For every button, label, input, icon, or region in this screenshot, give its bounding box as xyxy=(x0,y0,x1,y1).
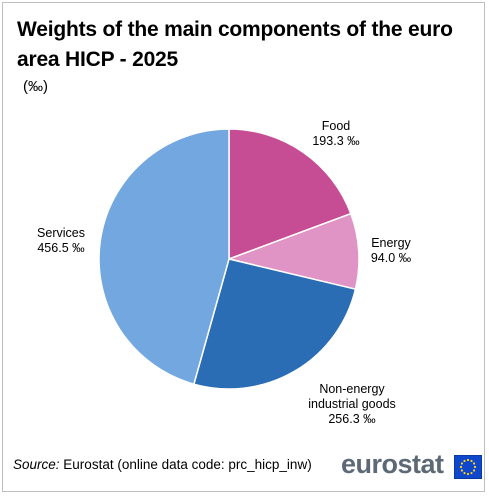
pie-slice-non-energy-industrial-goods[interactable] xyxy=(192,258,357,390)
eu-flag-icon xyxy=(454,455,482,479)
source-label: Source: xyxy=(13,457,60,472)
slice-label: Food 193.3 ‰ xyxy=(312,119,360,148)
pie-chart: Food 193.3 ‰ Energy 94.0 ‰ Non-energy industr… xyxy=(37,119,412,426)
unit-label: (‰) xyxy=(23,78,48,95)
slice-label: Services 456.5 ‰ xyxy=(37,226,85,255)
source-text: Eurostat (online data code: prc_hicp_inw… xyxy=(63,457,312,472)
slice-label: Non-energy industrial goods 256.3 ‰ xyxy=(308,382,396,426)
eurostat-logo[interactable]: eurostat xyxy=(341,449,482,481)
pie-slice-services[interactable] xyxy=(98,128,230,386)
chart-frame: Weights of the main components of the eu… xyxy=(2,2,485,492)
pie-slice-energy[interactable] xyxy=(226,212,360,291)
source-note: Source: Eurostat (online data code: prc_… xyxy=(13,457,312,472)
logo-text: eurostat xyxy=(341,449,444,479)
pie-slice-food[interactable] xyxy=(228,128,352,261)
chart-title: Weights of the main components of the eu… xyxy=(17,18,453,71)
slice-label: Energy 94.0 ‰ xyxy=(371,236,412,265)
